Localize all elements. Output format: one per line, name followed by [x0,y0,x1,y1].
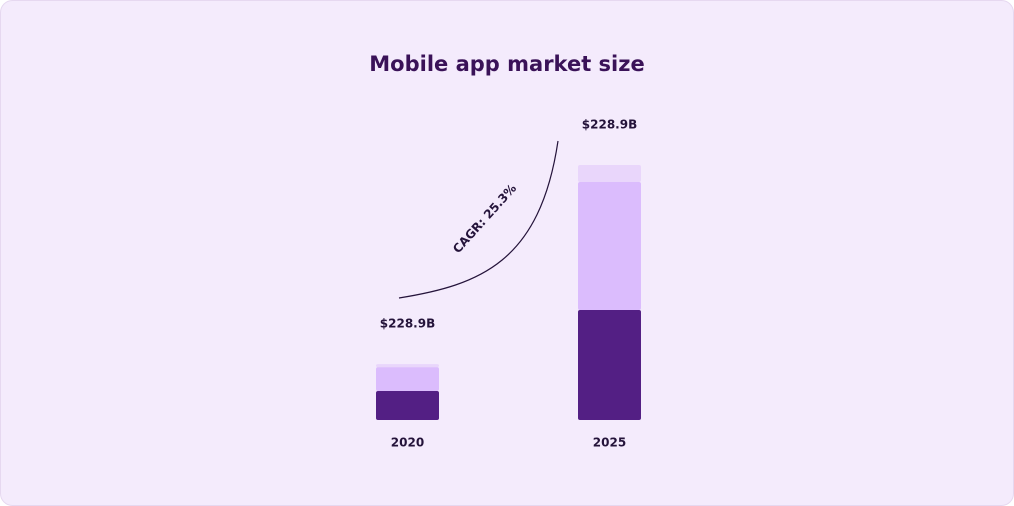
total-label: $228.9B [582,118,637,132]
bar-segment [376,364,439,368]
bar-segment [376,367,439,392]
total-label: $228.9B [380,317,435,331]
x-tick-label: 2020 [391,436,424,450]
chart-title: Mobile app market size [369,52,644,76]
x-tick-label: 2025 [593,436,626,450]
bar-segment [578,310,641,420]
bar-segment [578,165,641,183]
bar-segment [578,182,641,311]
cagr-curve [398,140,559,299]
bar-segment [376,391,439,420]
